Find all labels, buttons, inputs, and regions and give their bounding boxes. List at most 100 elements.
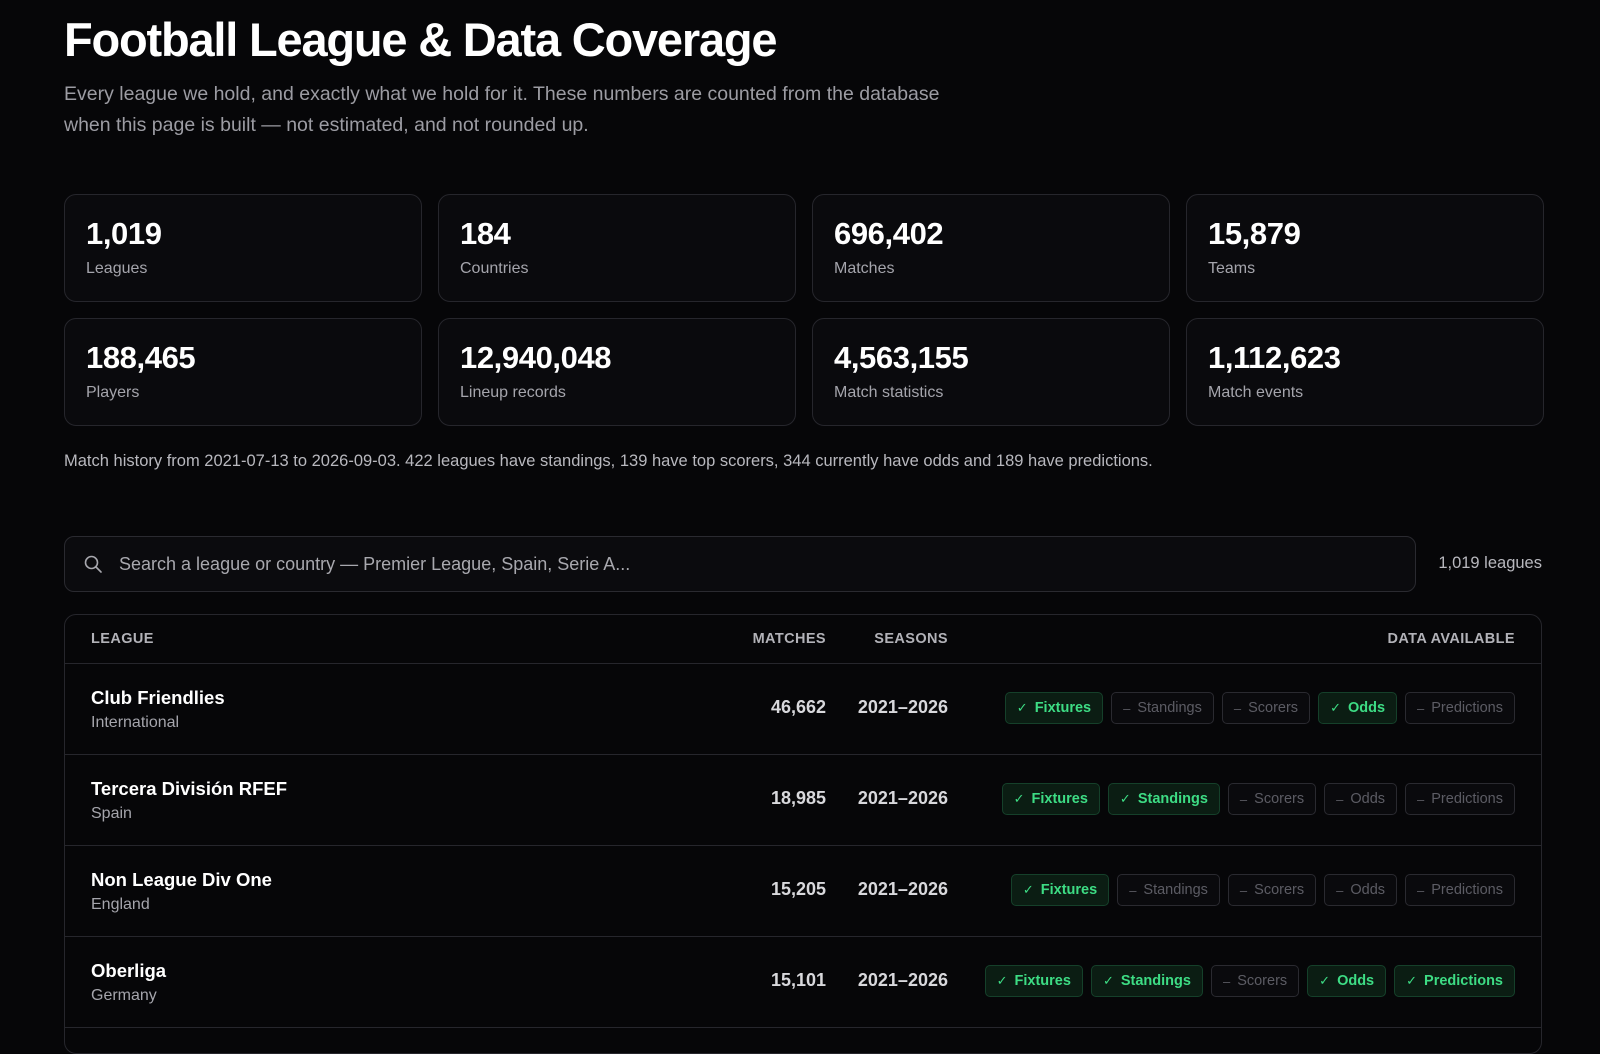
data-badges: ✓ Fixtures ✓ Standings – Scorers ✓ Odds ✓ Predict… xyxy=(984,965,1515,997)
season-range: 2021–2026 xyxy=(857,697,948,717)
stat-label: Match events xyxy=(1208,384,1304,401)
stat-value: 1,019 xyxy=(86,216,162,251)
table-row[interactable]: Tercera División RFEF Spain 18,985 2021–202… xyxy=(65,755,1541,846)
badge-standings: – Standings xyxy=(1117,874,1220,906)
league-name[interactable]: Club Friendlies xyxy=(91,687,225,708)
badge-label: Odds xyxy=(1350,791,1386,807)
coverage-summary: Match history from 2021-07-13 to 2026-09… xyxy=(64,452,1153,470)
dash-icon: – xyxy=(1239,791,1248,807)
check-icon: ✓ xyxy=(1016,700,1028,715)
stats-grid: 1,019 Leagues 184 Countries 696,402 Matc… xyxy=(64,194,1544,426)
league-name[interactable]: Oberliga xyxy=(91,960,167,981)
badge-label: Fixtures xyxy=(1034,700,1092,716)
badge-odds: – Odds xyxy=(1324,874,1398,906)
header-seasons[interactable]: SEASONS xyxy=(874,631,948,647)
badge-label: Fixtures xyxy=(1040,882,1098,898)
badge-odds: – Odds xyxy=(1324,783,1398,815)
page-title: Football League & Data Coverage xyxy=(64,13,778,66)
check-icon: ✓ xyxy=(1319,973,1331,988)
stat-card-lineup-records: 12,940,048 Lineup records xyxy=(438,318,796,426)
badge-standings: ✓ Standings xyxy=(1090,965,1203,997)
badge-label: Standings xyxy=(1120,973,1191,989)
header-matches[interactable]: MATCHES xyxy=(752,631,826,647)
stat-card-leagues: 1,019 Leagues xyxy=(64,194,422,302)
badge-label: Standings xyxy=(1137,791,1208,807)
league-table: LEAGUE MATCHES SEASONS DATA AVAILABLE Cl… xyxy=(64,614,1542,1054)
stat-card-teams: 15,879 Teams xyxy=(1186,194,1544,302)
badge-standings: ✓ Standings xyxy=(1107,783,1220,815)
stat-label: Match statistics xyxy=(834,384,944,401)
header-league[interactable]: LEAGUE xyxy=(91,631,154,647)
badge-standings: – Standings xyxy=(1111,692,1214,724)
search-box[interactable] xyxy=(64,536,1416,592)
badge-predictions: – Predictions xyxy=(1405,874,1515,906)
stat-label: Matches xyxy=(834,260,895,277)
check-icon: ✓ xyxy=(1013,791,1025,806)
league-country: England xyxy=(91,896,150,913)
dash-icon: – xyxy=(1417,882,1425,898)
search-icon xyxy=(84,555,102,573)
search-input[interactable] xyxy=(117,552,1415,576)
dash-icon: – xyxy=(1123,700,1131,716)
badge-label: Odds xyxy=(1347,700,1386,716)
data-badges: ✓ Fixtures – Standings – Scorers – Odds – Predict… xyxy=(1010,874,1515,906)
league-country: Spain xyxy=(91,805,132,822)
badge-label: Scorers xyxy=(1254,791,1305,807)
match-count: 15,205 xyxy=(770,879,826,899)
header-data-available: DATA AVAILABLE xyxy=(1387,631,1515,647)
check-icon: ✓ xyxy=(1119,791,1131,806)
badge-label: Scorers xyxy=(1248,700,1299,716)
badge-fixtures: ✓ Fixtures xyxy=(1004,692,1104,724)
badge-fixtures: ✓ Fixtures xyxy=(984,965,1083,997)
stat-label: Countries xyxy=(460,260,529,277)
season-range: 2021–2026 xyxy=(857,788,948,808)
league-country: Germany xyxy=(91,987,157,1004)
badge-label: Fixtures xyxy=(1031,791,1088,807)
badge-scorers: – Scorers xyxy=(1221,692,1311,724)
dash-icon: – xyxy=(1417,791,1425,807)
badge-label: Odds xyxy=(1337,973,1375,989)
badge-label: Predictions xyxy=(1431,882,1503,898)
badge-scorers: – Scorers xyxy=(1227,874,1317,906)
league-name[interactable]: Tercera División RFEF xyxy=(91,778,288,799)
stat-value: 184 xyxy=(460,216,511,251)
check-icon: ✓ xyxy=(1330,700,1341,715)
dash-icon: – xyxy=(1336,882,1344,898)
data-badges: ✓ Fixtures – Standings – Scorers ✓ Odds – Predict… xyxy=(1004,692,1515,724)
badge-scorers: – Scorers xyxy=(1227,783,1317,815)
league-country: International xyxy=(91,714,180,731)
badge-label: Predictions xyxy=(1431,791,1503,807)
league-name[interactable]: Non League Div One xyxy=(91,869,272,890)
table-row[interactable]: Club Friendlies International 46,662 2021–2… xyxy=(65,664,1541,755)
badge-label: Scorers xyxy=(1237,973,1288,989)
stat-label: Lineup records xyxy=(460,384,566,401)
badge-label: Standings xyxy=(1143,882,1208,898)
badge-label: Odds xyxy=(1350,882,1386,898)
dash-icon: – xyxy=(1222,973,1231,989)
table-row[interactable]: Non League Div One England 15,205 2021–2026… xyxy=(65,846,1541,937)
match-count: 18,985 xyxy=(770,788,826,808)
badge-label: Scorers xyxy=(1254,882,1305,898)
dash-icon: – xyxy=(1233,700,1242,716)
badge-odds: ✓ Odds xyxy=(1307,965,1387,997)
table-body: Club Friendlies International 46,662 2021–2… xyxy=(65,664,1541,1028)
match-count: 15,101 xyxy=(770,970,826,990)
page-intro: Every league we hold, and exactly what w… xyxy=(64,83,940,136)
stat-value: 696,402 xyxy=(834,216,944,251)
stat-value: 12,940,048 xyxy=(460,340,612,375)
badge-label: Predictions xyxy=(1431,700,1503,716)
badge-fixtures: ✓ Fixtures xyxy=(1010,874,1110,906)
check-icon: ✓ xyxy=(1102,973,1114,988)
badge-predictions: – Predictions xyxy=(1405,692,1515,724)
data-badges: ✓ Fixtures ✓ Standings – Scorers – Odds – Predict… xyxy=(1001,783,1515,815)
stat-card-players: 188,465 Players xyxy=(64,318,422,426)
stat-value: 15,879 xyxy=(1208,216,1301,251)
league-count: 1,019 leagues xyxy=(1438,554,1542,572)
badge-label: Fixtures xyxy=(1014,973,1071,989)
badge-scorers: – Scorers xyxy=(1210,965,1300,997)
stat-card-match-statistics: 4,563,155 Match statistics xyxy=(812,318,1170,426)
match-count: 46,662 xyxy=(770,697,826,717)
badge-label: Predictions xyxy=(1424,973,1503,989)
stat-card-matches: 696,402 Matches xyxy=(812,194,1170,302)
table-row[interactable]: Oberliga Germany 15,101 2021–2026 ✓ Fixtures ✓… xyxy=(65,937,1541,1028)
